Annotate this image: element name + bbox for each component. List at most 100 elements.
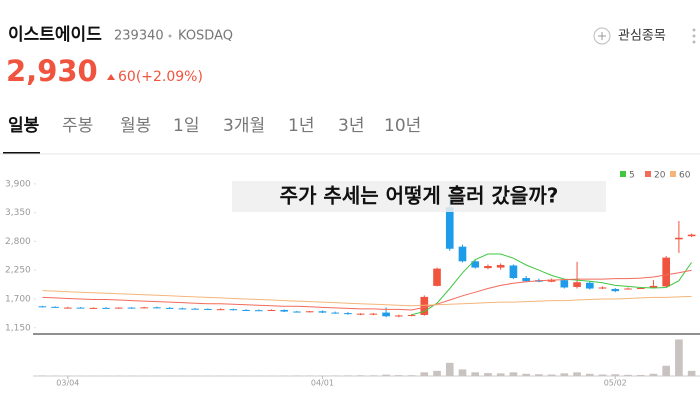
plus-icon	[598, 32, 606, 40]
candle-body	[395, 315, 403, 317]
candle-body	[573, 282, 581, 287]
tab-bar: 일봉 주봉 월봉 1일 3개월 1년 3년 10년	[3, 116, 421, 154]
legend-label: 60	[679, 171, 691, 181]
volume-bar	[636, 374, 645, 376]
candle-body	[509, 265, 518, 279]
volume-bar	[675, 339, 683, 376]
candle-body	[471, 261, 480, 268]
legend-swatch	[620, 171, 626, 177]
y-tick-label: 1,700	[5, 294, 31, 304]
volume-bar	[395, 375, 403, 376]
y-tick-label: 2,800	[5, 237, 31, 247]
candle-body	[458, 246, 467, 262]
tab[interactable]: 3개월	[223, 116, 265, 136]
candle-body	[114, 307, 123, 309]
candle-body	[382, 312, 390, 317]
up-arrow	[107, 74, 115, 80]
candle-body	[611, 289, 620, 292]
candle-body	[560, 280, 569, 288]
candle-body	[318, 311, 327, 313]
volume-bar	[522, 373, 530, 376]
candle-body	[675, 237, 683, 240]
volume-bar	[547, 374, 556, 376]
volume-bar	[662, 365, 670, 376]
annotation-box	[232, 181, 606, 212]
volume-bar	[280, 375, 289, 376]
tab[interactable]: 10년	[384, 116, 421, 136]
volume-bar	[305, 375, 314, 376]
x-tick-label: 05/02	[604, 379, 627, 388]
volume-bar	[560, 373, 569, 376]
volume-bar	[356, 375, 365, 376]
volume-bar	[382, 374, 390, 376]
change: 60(+2.09%)	[118, 69, 203, 85]
x-tick-label: 04/01	[311, 379, 334, 388]
dot	[692, 40, 696, 44]
y-tick-label: 1,150	[5, 323, 31, 333]
candle-body	[522, 278, 530, 282]
candle-body	[547, 279, 556, 282]
separator-dot	[168, 34, 172, 38]
legend-label: 5	[629, 171, 635, 181]
candle-body	[293, 311, 301, 313]
chart: 3,900 3,350 2,800 2,250 1,700 1,150 03/04 04/01…	[5, 171, 700, 388]
candle-body	[89, 307, 98, 309]
tab[interactable]: 일봉	[8, 116, 40, 136]
volume-bar	[114, 375, 123, 376]
candle-body	[636, 287, 645, 289]
price: 2,930	[6, 54, 98, 88]
legend-label: 20	[654, 171, 666, 181]
candle-body	[229, 309, 238, 311]
tab[interactable]: 월봉	[120, 116, 151, 136]
candle-body	[242, 309, 250, 311]
y-tick-label: 3,900	[5, 179, 31, 189]
volume-bar	[585, 373, 594, 376]
market: KOSDAQ	[178, 29, 233, 44]
candle-body	[585, 282, 594, 289]
tab[interactable]: 주봉	[62, 116, 93, 136]
watch-button[interactable]: 관심종목	[593, 27, 666, 45]
candle-body	[102, 307, 110, 309]
y-tick-label: 2,250	[5, 266, 31, 276]
tab[interactable]: 3년	[338, 116, 364, 136]
tab[interactable]: 1일	[173, 116, 199, 136]
volume-bar	[496, 373, 505, 376]
candle-body	[369, 313, 378, 315]
ma-line	[42, 269, 692, 311]
candle-body	[38, 306, 47, 308]
candle-body	[496, 264, 505, 268]
ma-line	[42, 290, 692, 307]
candle-body	[624, 288, 632, 290]
candle-body	[64, 307, 72, 309]
volume-bar	[509, 372, 518, 376]
x-tick-label: 03/04	[56, 379, 79, 388]
watch-label[interactable]: 관심종목	[618, 29, 666, 44]
more-button[interactable]	[692, 28, 696, 44]
candle-body	[76, 307, 85, 309]
volume-bar	[433, 370, 441, 376]
stock-name: 이스트에이드	[8, 25, 102, 45]
volume-bar	[458, 369, 467, 376]
candle-body	[51, 306, 59, 308]
candle-body	[598, 287, 607, 289]
y-tick-label: 3,350	[5, 208, 31, 218]
candle-body	[445, 207, 454, 249]
volume-bar	[331, 375, 339, 376]
stock-code: 239340	[114, 29, 164, 44]
volume-bar	[687, 370, 696, 376]
candle-body	[280, 309, 289, 312]
candle-body	[356, 313, 365, 315]
candle-body	[165, 307, 174, 309]
candle-body	[216, 309, 225, 311]
candle-body	[407, 314, 416, 316]
tab[interactable]: 1년	[288, 116, 314, 136]
candle-body	[191, 308, 199, 310]
candle-body	[484, 266, 492, 269]
candle-body	[178, 308, 187, 310]
candle-body	[344, 313, 352, 315]
volume-bar	[38, 375, 47, 376]
candle-body	[420, 296, 429, 315]
volume-bar	[649, 373, 658, 376]
